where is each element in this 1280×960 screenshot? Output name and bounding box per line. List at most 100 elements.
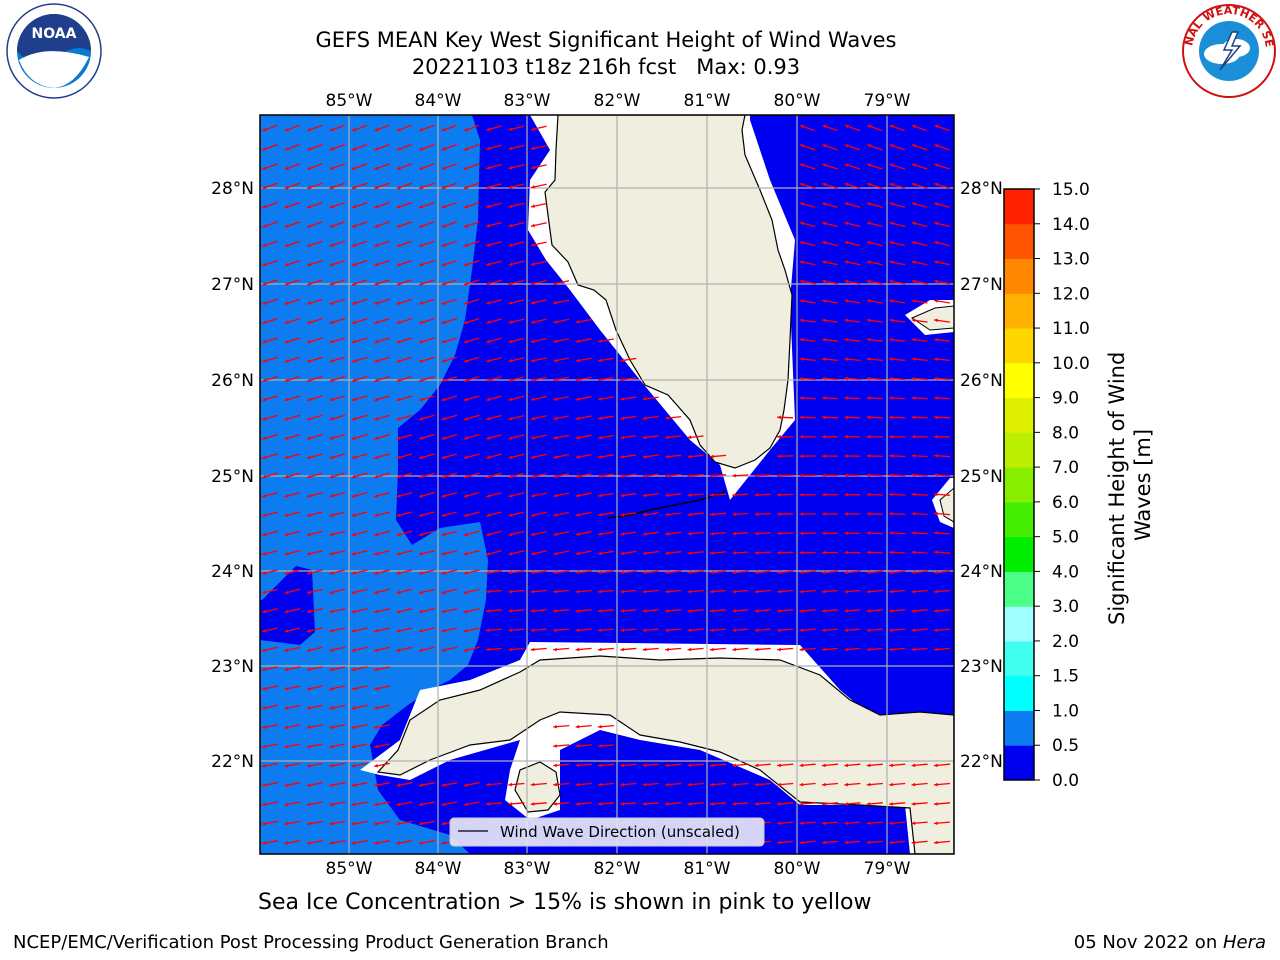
wind-arrow-head xyxy=(822,570,826,575)
wind-arrow-head xyxy=(665,454,669,459)
wind-arrow-head xyxy=(508,570,513,575)
wind-arrow-head xyxy=(889,763,893,768)
wind-arrow-head xyxy=(822,763,826,768)
wind-arrow-head xyxy=(799,589,804,594)
wind-arrow-head xyxy=(262,841,266,845)
wind-arrow-head xyxy=(912,144,916,148)
wind-arrow-head xyxy=(486,782,490,787)
wind-arrow-head xyxy=(531,339,535,343)
wind-arrow-head xyxy=(396,127,401,132)
wind-arrow-head xyxy=(598,744,602,748)
wind-arrow-head xyxy=(396,571,401,575)
wind-arrow-head xyxy=(754,551,759,555)
wind-arrow-head xyxy=(329,397,334,402)
wind-arrow-head xyxy=(262,725,266,729)
wind-arrow-head xyxy=(598,358,602,363)
wind-arrow-head xyxy=(531,320,535,324)
wind-arrow-head xyxy=(441,147,446,151)
wind-arrow-head xyxy=(284,127,289,132)
wind-arrow-head xyxy=(284,513,289,517)
wind-arrow-head xyxy=(284,802,289,807)
wind-arrow-head xyxy=(934,221,939,226)
wind-arrow-head xyxy=(530,609,535,613)
wind-arrow-head xyxy=(419,185,424,190)
wind-arrow-head xyxy=(284,320,289,325)
colorbar-segment xyxy=(1004,258,1034,294)
wind-arrow-head xyxy=(352,243,356,247)
colorbar-tick-label: 0.0 xyxy=(1052,771,1079,791)
wind-arrow-head xyxy=(329,686,334,691)
wind-arrow-head xyxy=(844,821,849,825)
wind-arrow-head xyxy=(889,550,893,555)
wind-arrow-head xyxy=(284,436,289,440)
wind-arrow-head xyxy=(329,282,334,286)
wind-arrow-head xyxy=(844,550,848,555)
wind-arrow-head xyxy=(553,320,558,324)
wind-arrow-head xyxy=(419,262,424,267)
lat-tick-left: 22°N xyxy=(211,752,254,772)
wind-arrow-head xyxy=(486,165,491,170)
colorbar-tick-label: 15.0 xyxy=(1052,180,1090,200)
wind-arrow-head xyxy=(799,396,804,400)
wind-arrow-head xyxy=(262,417,267,421)
wind-arrow-head xyxy=(911,260,916,264)
wind-arrow-head xyxy=(620,570,625,575)
colorbar-segment xyxy=(1004,223,1034,260)
wind-arrow-head xyxy=(620,455,625,459)
wind-arrow-head xyxy=(508,243,513,247)
wind-arrow-head xyxy=(867,221,871,226)
wind-arrow-head xyxy=(553,493,558,498)
wind-arrow-head xyxy=(531,127,535,131)
colorbar-tick-label: 3.0 xyxy=(1052,597,1079,617)
wind-arrow-head xyxy=(284,686,289,691)
colorbar-tick-label: 0.5 xyxy=(1052,736,1079,756)
colorbar-segment xyxy=(1004,606,1034,642)
wind-arrow-head xyxy=(351,725,356,729)
wind-arrow-head xyxy=(486,551,491,556)
bahamas-land xyxy=(910,305,954,331)
wind-arrow-head xyxy=(710,454,714,459)
wind-arrow-head xyxy=(866,299,871,303)
wind-arrow-head xyxy=(575,339,580,343)
wind-arrow-head xyxy=(911,396,916,400)
wind-arrow-head xyxy=(889,396,893,400)
wind-arrow-head xyxy=(531,436,535,440)
wind-arrow-head xyxy=(844,318,849,323)
wind-arrow-head xyxy=(419,551,423,556)
wind-arrow-head xyxy=(486,513,491,517)
wind-arrow-head xyxy=(799,647,804,652)
wind-arrow-head xyxy=(463,590,468,594)
lon-tick-bottom: 84°W xyxy=(415,859,462,879)
wind-arrow-head xyxy=(934,279,938,284)
wind-arrow-head xyxy=(822,357,826,361)
wind-arrow-head xyxy=(352,301,356,305)
wind-arrow-head xyxy=(822,628,826,632)
wind-arrow-head xyxy=(486,609,490,613)
wind-arrow-head xyxy=(844,338,849,342)
wind-arrow-head xyxy=(620,647,625,652)
wind-arrow-head xyxy=(508,455,513,459)
wind-arrow-head xyxy=(262,455,267,459)
wind-arrow-head xyxy=(486,628,490,632)
wind-arrow-head xyxy=(642,435,647,440)
wind-arrow-head xyxy=(911,570,916,575)
wind-arrow-head xyxy=(352,224,356,228)
wind-arrow-head xyxy=(352,147,356,151)
wind-arrow-head xyxy=(844,144,849,148)
wind-arrow-head xyxy=(844,202,849,206)
wind-arrow-head xyxy=(866,318,871,323)
wind-arrow-head xyxy=(463,783,468,787)
wind-arrow-head xyxy=(284,224,289,228)
wind-arrow-head xyxy=(352,320,356,325)
wind-arrow-head xyxy=(329,783,334,787)
wind-arrow-head xyxy=(889,647,893,652)
wind-arrow-head xyxy=(396,802,401,807)
wind-arrow-head xyxy=(867,260,871,264)
wind-arrow-head xyxy=(284,532,289,537)
wind-arrow-head xyxy=(665,609,669,613)
wind-arrow-head xyxy=(396,320,401,325)
wind-arrow-head xyxy=(396,609,401,614)
wind-arrow-head xyxy=(441,282,446,286)
wind-arrow-head xyxy=(396,455,401,459)
wind-arrow-head xyxy=(844,589,849,594)
